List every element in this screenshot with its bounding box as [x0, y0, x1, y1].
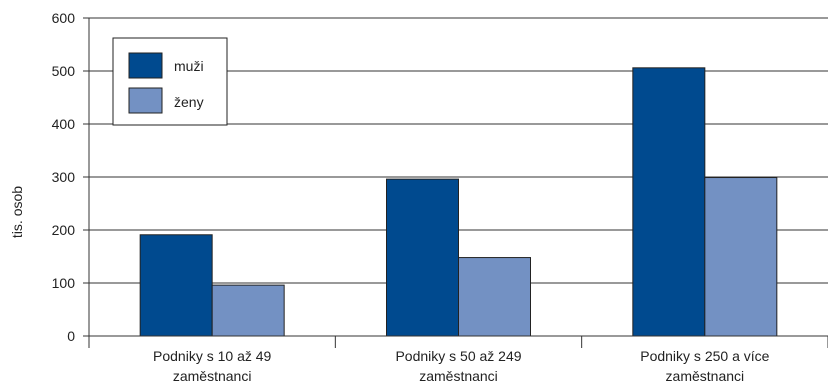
x-axis-categories: Podniky s 10 až 49 zaměstnanci Podniky s 5… — [153, 348, 770, 384]
bar-zeny-1 — [458, 257, 531, 337]
legend-swatch-muzi — [128, 52, 163, 79]
y-tick-label-0: 0 — [67, 328, 75, 344]
y-tick-label-100: 100 — [52, 275, 76, 291]
y-tick-label-500: 500 — [52, 63, 76, 79]
y-axis-title: tis. osob — [9, 186, 25, 238]
y-tick-label-300: 300 — [52, 169, 76, 185]
x-category-label-2-line-1: zaměstnanci — [666, 368, 745, 384]
legend-swatch-zeny — [128, 87, 163, 114]
legend: muži ženy — [112, 37, 228, 126]
y-tick-label-200: 200 — [52, 222, 76, 238]
y-tick-label-400: 400 — [52, 116, 76, 132]
bar-zeny-0 — [211, 284, 285, 337]
y-tick-label-600: 600 — [52, 10, 76, 26]
x-category-label-1-line-1: zaměstnanci — [419, 368, 498, 384]
bar-muzi-1 — [386, 178, 459, 337]
bars — [139, 67, 778, 337]
legend-label-muzi: muži — [174, 58, 204, 74]
x-category-label-1-line-0: Podniky s 50 až 249 — [395, 348, 521, 364]
x-category-label-2-line-0: Podniky s 250 a více — [640, 348, 769, 364]
bar-muzi-0 — [139, 234, 213, 337]
x-category-label-0-line-1: zaměstnanci — [173, 368, 252, 384]
axes — [88, 18, 828, 348]
bar-zeny-2 — [704, 177, 778, 337]
x-category-label-0-line-0: Podniky s 10 až 49 — [153, 348, 272, 364]
legend-label-zeny: ženy — [174, 94, 204, 110]
bar-muzi-2 — [632, 67, 706, 337]
y-axis-ticks: 0 100 200 300 400 500 600 — [52, 10, 89, 344]
